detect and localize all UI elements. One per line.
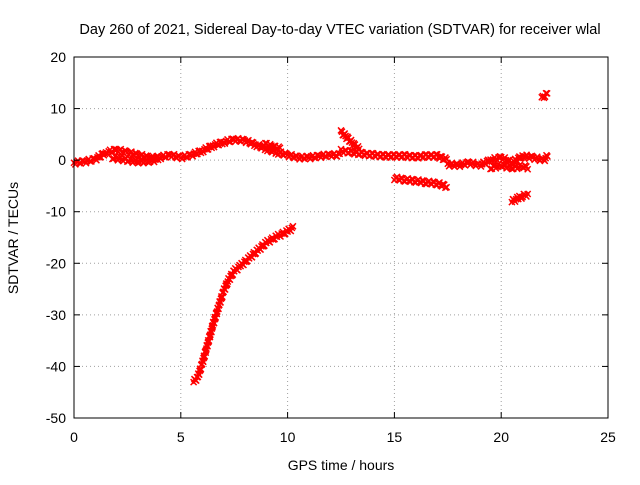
x-tick-label: 25 [600,429,616,445]
data-point [223,280,231,288]
data-point [443,183,451,191]
y-tick-label: -50 [46,410,66,426]
data-point [154,156,162,164]
data-point [206,333,214,341]
series-segment-22 [538,89,551,102]
y-tick-label: 10 [50,101,66,117]
data-point [334,150,342,158]
x-tick-label: 0 [70,429,78,445]
y-tick-label: -40 [46,358,66,374]
data-point [543,152,551,160]
y-tick-label: -30 [46,307,66,323]
data-layer [70,89,551,386]
y-tick-label: 0 [58,152,66,168]
x-tick-label: 5 [177,429,185,445]
plot-frame [73,56,609,419]
data-point [543,89,551,97]
y-axis-label: SDTVAR / TECUs [5,182,21,294]
x-tick-label: 10 [280,429,296,445]
x-tick-label: 20 [493,429,509,445]
series-spike-12.5 [337,126,363,153]
grid-layer [74,57,608,418]
data-point [524,190,532,198]
data-point [213,310,221,318]
data-point [524,165,532,173]
x-tick-label: 15 [387,429,403,445]
chart-title: Day 260 of 2021, Sidereal Day-to-day VTE… [79,22,600,38]
y-tick-label: 20 [50,49,66,65]
x-axis-label: GPS time / hours [288,457,395,473]
series-segment-15-to-17.5 [390,173,451,192]
series-lower-band [108,152,162,167]
y-tick-label: -10 [46,204,66,220]
series-sub-band-19.5-to-21.3 [486,160,532,173]
series-band-12.5-to-17.5 [337,145,451,164]
series-descending-arc [190,222,297,386]
data-point [276,144,284,152]
series-arc-9 [260,139,284,153]
y-tick-label: -20 [46,255,66,271]
tick-layer: 0 5 10 15 20 25 20 10 0 -10 -20 -30 -40 -50 [46,49,616,445]
series-segment-20.5-to-21.3 [508,190,532,206]
data-point [289,222,297,230]
series-main-band [70,134,344,168]
